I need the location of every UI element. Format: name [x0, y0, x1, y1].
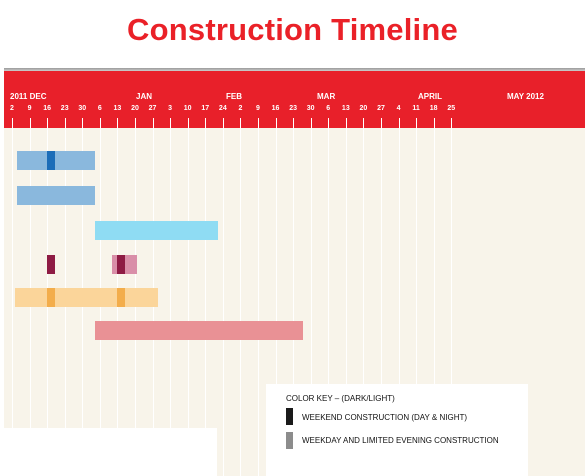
task-bar: [17, 151, 95, 170]
day-tick: [416, 118, 417, 128]
color-key-title: COLOR KEY – (DARK/LIGHT): [286, 394, 395, 403]
gridline: [223, 128, 224, 476]
weekend-construction-swatch: [286, 408, 293, 425]
day-tick-label: 30: [306, 105, 315, 112]
day-tick-label: 13: [341, 105, 350, 112]
day-tick-label: 6: [326, 105, 331, 112]
gridline: [311, 128, 312, 476]
day-tick: [170, 118, 171, 128]
day-tick-label: 9: [27, 105, 32, 112]
weekend-mark: [46, 288, 55, 307]
day-tick-label: 16: [271, 105, 280, 112]
day-tick: [117, 118, 118, 128]
day-tick-label: 6: [97, 105, 102, 112]
day-tick: [258, 118, 259, 128]
gridline: [451, 128, 452, 476]
day-tick: [451, 118, 452, 128]
day-tick: [381, 118, 382, 128]
day-tick: [135, 118, 136, 128]
weekend-mark: [116, 255, 125, 274]
day-tick: [434, 118, 435, 128]
gridline: [188, 128, 189, 476]
task-bar: [17, 186, 95, 205]
day-tick: [205, 118, 206, 128]
day-tick-label: 30: [78, 105, 87, 112]
day-tick-label: 24: [218, 105, 227, 112]
gridline: [346, 128, 347, 476]
gridline: [170, 128, 171, 476]
gridline: [12, 128, 13, 476]
gridline: [258, 128, 259, 476]
day-tick-label: 16: [43, 105, 52, 112]
day-tick-label: 25: [447, 105, 456, 112]
blank-panel-left: [4, 428, 217, 476]
day-tick-label: 4: [396, 105, 401, 112]
day-tick: [223, 118, 224, 128]
day-tick: [363, 118, 364, 128]
day-tick: [346, 118, 347, 128]
weekend-mark: [46, 255, 55, 274]
month-label: FEB: [226, 92, 242, 101]
day-tick: [311, 118, 312, 128]
day-tick-label: 10: [183, 105, 192, 112]
month-label: APRIL: [418, 92, 442, 101]
day-tick: [328, 118, 329, 128]
day-tick-label: 2: [238, 105, 243, 112]
month-label: 2011 DEC: [10, 92, 47, 101]
day-tick: [100, 118, 101, 128]
day-tick: [240, 118, 241, 128]
gridline: [434, 128, 435, 476]
task-bar: [94, 221, 218, 240]
task-bar: [14, 288, 158, 307]
gridline: [276, 128, 277, 476]
day-tick-label: 20: [359, 105, 368, 112]
day-tick: [293, 118, 294, 128]
day-tick-label: 17: [201, 105, 210, 112]
weekend-mark: [116, 288, 125, 307]
day-tick-label: 13: [113, 105, 122, 112]
month-label: MAY 2012: [507, 92, 544, 101]
month-label: JAN: [136, 92, 153, 101]
gridline: [293, 128, 294, 476]
day-tick: [399, 118, 400, 128]
gridline: [328, 128, 329, 476]
weekend-construction-label: WEEKEND CONSTRUCTION (DAY & NIGHT): [302, 413, 468, 422]
month-label: MAR: [317, 92, 336, 101]
gridline: [399, 128, 400, 476]
task-bar: [94, 321, 304, 340]
day-tick-label: 27: [148, 105, 157, 112]
day-tick: [12, 118, 13, 128]
gridline: [381, 128, 382, 476]
day-tick-label: 11: [412, 105, 420, 112]
weekday-construction-swatch: [286, 432, 293, 449]
day-tick: [30, 118, 31, 128]
day-tick-label: 23: [60, 105, 69, 112]
weekday-construction-label: WEEKDAY AND LIMITED EVENING CONSTRUCTION: [302, 436, 499, 445]
day-tick: [188, 118, 189, 128]
gridline: [363, 128, 364, 476]
day-tick: [82, 118, 83, 128]
day-tick-label: 20: [131, 105, 139, 112]
day-tick: [276, 118, 277, 128]
color-key: COLOR KEY – (DARK/LIGHT) WEEKEND CONSTRU…: [266, 384, 528, 476]
day-tick: [65, 118, 66, 128]
day-tick-label: 9: [256, 105, 260, 112]
day-tick-label: 3: [168, 105, 173, 112]
day-tick-label: 27: [377, 105, 385, 112]
day-tick-label: 23: [289, 105, 298, 112]
day-tick: [153, 118, 154, 128]
day-tick: [47, 118, 48, 128]
gridline: [205, 128, 206, 476]
gridline: [240, 128, 241, 476]
timeline-header: [4, 71, 585, 128]
gridline: [416, 128, 417, 476]
day-tick-label: 2: [10, 105, 14, 112]
day-tick-label: 18: [429, 105, 438, 112]
weekend-mark: [46, 151, 55, 170]
chart-title: Construction Timeline: [127, 12, 458, 47]
